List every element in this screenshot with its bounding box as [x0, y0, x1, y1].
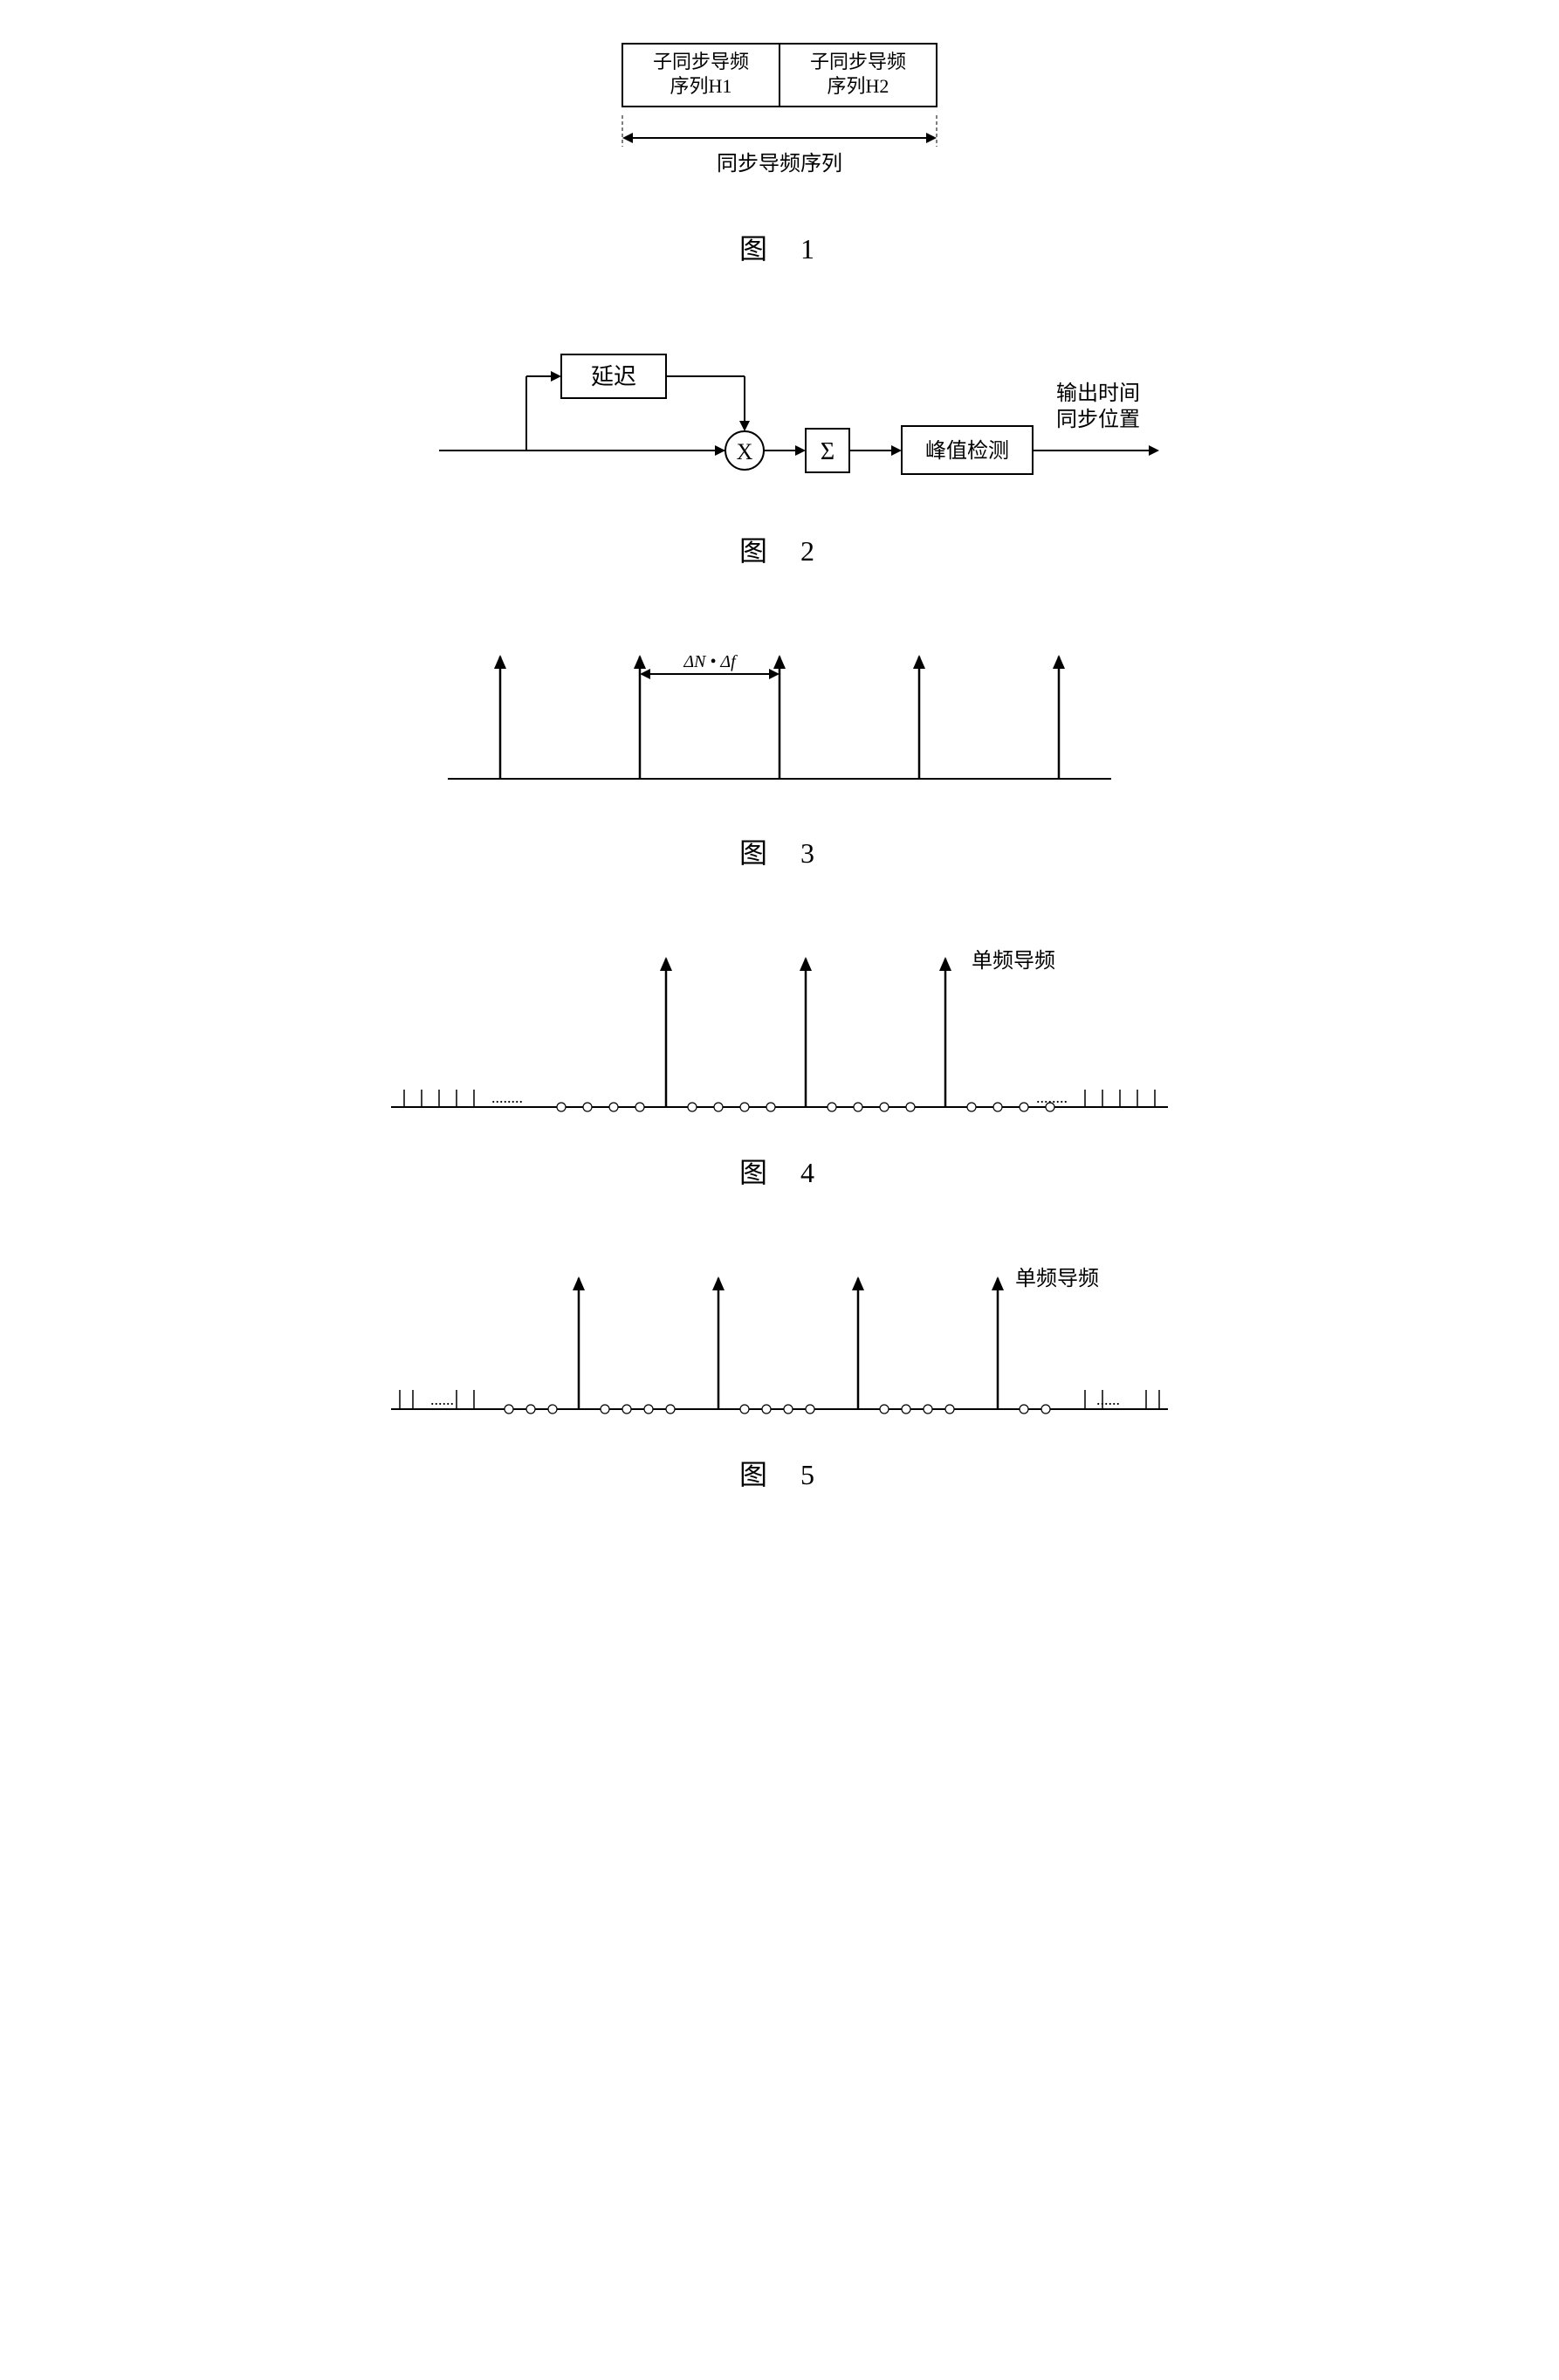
figure-4: ................ 单频导频 图 4 — [387, 941, 1172, 1191]
svg-text:ΔN • Δf: ΔN • Δf — [683, 652, 738, 671]
svg-text:......: ...... — [1096, 1391, 1120, 1408]
fig2-caption: 图 2 — [387, 529, 1172, 569]
fig2-delay-label: 延迟 — [591, 364, 636, 389]
figure-5: ............ 单频导频 图 5 — [387, 1261, 1172, 1493]
fig5-caption: 图 5 — [387, 1453, 1172, 1493]
fig1-bottom-label: 同步导频序列 — [717, 152, 842, 175]
fig4-svg: ................ 单频导频 — [387, 941, 1172, 1133]
fig3-svg: ΔN • Δf — [413, 639, 1146, 814]
fig4-caption: 图 4 — [387, 1151, 1172, 1191]
fig2-mult-label: X — [737, 439, 753, 464]
fig2-svg: 延迟 X Σ 峰值检测 输出时间 同步位置 — [387, 337, 1172, 512]
fig5-svg: ............ 单频导频 — [387, 1261, 1172, 1435]
svg-text:单频导频: 单频导频 — [1015, 1267, 1099, 1290]
svg-text:........: ........ — [1036, 1089, 1068, 1106]
fig1-cell2-line1: 子同步导频 — [810, 51, 906, 72]
fig1-cell2-line2: 序列H2 — [828, 75, 889, 97]
fig3-caption: 图 3 — [387, 831, 1172, 871]
svg-text:单频导频: 单频导频 — [972, 949, 1055, 973]
fig1-caption: 图 1 — [387, 227, 1172, 267]
figure-2: 延迟 X Σ 峰值检测 输出时间 同步位置 图 2 — [387, 337, 1172, 569]
figure-3: ΔN • Δf 图 3 — [387, 639, 1172, 871]
fig2-peak-label: 峰值检测 — [925, 439, 1009, 463]
svg-text:........: ........ — [491, 1089, 523, 1106]
figure-1: 子同步导频 序列H1 子同步导频 序列H2 同步导频序列 图 1 — [387, 35, 1172, 267]
fig1-cell1-line2: 序列H1 — [670, 75, 732, 97]
svg-text:......: ...... — [430, 1391, 454, 1408]
fig1-arrow-line: 同步导频序列 — [622, 115, 937, 175]
fig1-boxes: 子同步导频 序列H1 子同步导频 序列H2 — [622, 44, 937, 107]
fig2-out1: 输出时间 — [1056, 382, 1140, 405]
fig2-out2: 同步位置 — [1056, 408, 1140, 431]
fig2-sum-label: Σ — [821, 438, 834, 465]
fig1-cell1-line1: 子同步导频 — [653, 51, 749, 72]
fig1-svg: 子同步导频 序列H1 子同步导频 序列H2 同步导频序列 — [518, 35, 1041, 210]
